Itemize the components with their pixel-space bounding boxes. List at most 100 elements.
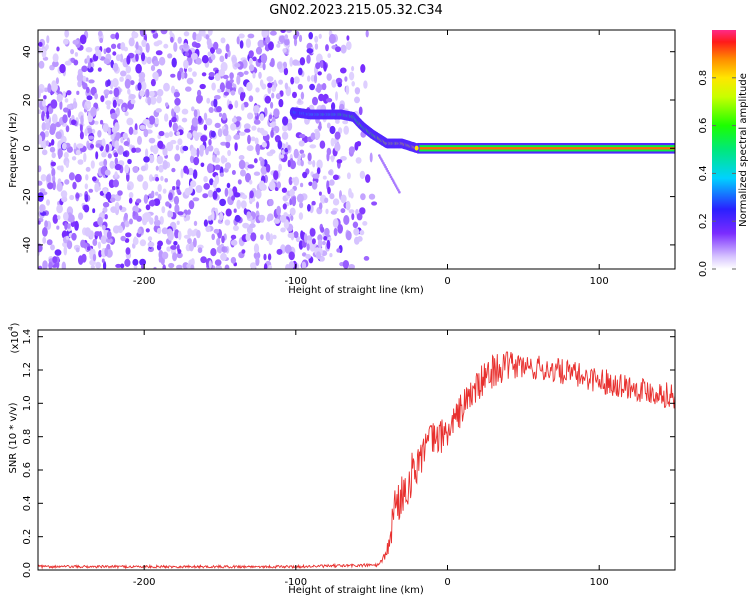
heatmap-noise-cell [135,41,139,50]
heatmap-noise-cell [280,227,286,233]
heatmap-noise-cell [80,239,86,248]
heatmap-noise-cell [240,200,247,209]
heatmap-noise-cell [107,126,111,136]
heatmap-noise-cell [290,215,294,222]
heatmap-noise-cell [252,105,260,114]
heatmap-noise-cell [251,125,257,131]
heatmap-noise-cell [216,187,221,193]
heatmap-noise-cell [200,135,208,142]
heatmap-noise-cell [147,236,153,242]
heatmap-noise-cell [64,30,70,38]
heatmap-noise-cell [307,152,312,162]
heatmap-noise-cell [230,239,238,246]
heatmap-noise-cell [92,208,96,214]
snr-panel: -200 -100 0 100 0.0 0.2 0.4 0.6 0.8 1.0 1.2 1.4 He… [7,322,676,596]
heatmap-noise-cell [288,176,293,186]
heatmap-noise-cell [191,106,195,112]
heatmap-noise-cell [170,85,176,94]
heatmap-noise-cell [69,194,75,201]
heatmap-noise-cell [52,53,59,63]
heatmap-noise-cell [260,166,268,175]
heatmap-noise-cell [116,99,124,104]
heatmap-noise-cell [100,119,104,125]
heatmap-noise-cell [314,130,321,140]
heatmap-noise-cell [265,36,271,44]
heatmap-noise-cell [101,258,105,263]
heatmap-noise-cell [365,174,371,183]
heatmap-noise-cell [314,43,319,50]
heatmap-noise-cell [275,93,281,100]
heatmap-noise-cell [203,219,208,227]
heatmap-noise-cell [115,132,121,140]
heatmap-noise-cell [97,67,102,72]
heatmap-noise-cell [183,42,189,49]
heatmap-noise-cell [326,73,332,81]
heatmap-noise-cell [329,125,336,135]
heatmap-noise-cell [158,56,166,66]
heatmap-noise-cell [229,72,234,80]
heatmap-noise-cell [56,225,60,230]
snr-y-ticks: 0.0 0.2 0.4 0.6 0.8 1.0 1.2 1.4 [22,329,675,578]
heatmap-noise-layer [38,30,378,269]
heatmap-noise-cell [64,60,72,66]
heatmap-noise-cell [132,129,138,135]
heatmap-noise-cell [66,146,73,153]
heatmap-noise-cell [314,35,319,43]
heatmap-noise-cell [66,104,72,110]
heatmap-noise-cell [56,46,60,52]
heatmap-noise-cell [65,125,70,133]
heatmap-noise-cell [299,149,305,154]
heatmap-noise-cell [42,236,47,244]
heatmap-noise-cell [368,193,376,200]
heatmap-sideband-cell [386,169,390,173]
y-tick-label: 0 [22,145,33,151]
heatmap-noise-cell [326,147,332,156]
heatmap-noise-cell [105,143,110,153]
heatmap-noise-cell [153,266,157,269]
heatmap-sideband-cell [387,171,391,175]
heatmap-x-label: Height of straight line (km) [288,285,424,296]
y-tick-label: 0.0 [22,562,33,578]
heatmap-noise-cell [230,256,237,264]
heatmap-noise-cell [75,247,80,253]
heatmap-noise-cell [151,190,155,197]
heatmap-noise-cell [219,172,224,177]
heatmap-noise-cell [165,201,170,207]
y-tick-label: 1.2 [22,362,33,378]
heatmap-noise-cell [255,257,260,266]
heatmap-noise-cell [164,113,169,122]
heatmap-noise-cell [316,83,322,94]
heatmap-noise-cell [222,74,229,80]
heatmap-noise-cell [63,245,68,256]
heatmap-noise-cell [312,173,319,179]
x-tick-label: -200 [133,276,156,287]
heatmap-noise-cell [253,171,261,176]
heatmap-noise-cell [357,236,363,242]
heatmap-noise-cell [329,253,333,258]
heatmap-noise-cell [79,123,83,133]
heatmap-noise-cell [335,46,341,53]
heatmap-noise-cell [161,206,166,214]
heatmap-noise-cell [191,117,199,127]
heatmap-noise-cell [157,240,164,247]
heatmap-noise-cell [212,180,217,188]
heatmap-noise-cell [195,57,202,65]
heatmap-noise-cell [174,204,180,214]
heatmap-noise-cell [273,79,277,89]
colorbar-tick-label: 0.2 [698,213,709,229]
heatmap-noise-cell [291,177,296,183]
heatmap-noise-cell [176,189,181,194]
heatmap-noise-cell [119,76,124,82]
heatmap-noise-cell [225,208,232,217]
heatmap-noise-cell [281,187,287,193]
heatmap-noise-cell [276,181,281,189]
heatmap-noise-cell [220,37,226,44]
heatmap-noise-cell [215,264,222,269]
heatmap-noise-cell [189,243,194,252]
x-tick-label: -200 [133,577,156,588]
y-tick-label: 0.4 [22,495,33,511]
heatmap-noise-cell [259,113,265,121]
heatmap-noise-cell [54,249,62,256]
heatmap-noise-cell [86,127,93,134]
heatmap-noise-cell [247,134,251,145]
